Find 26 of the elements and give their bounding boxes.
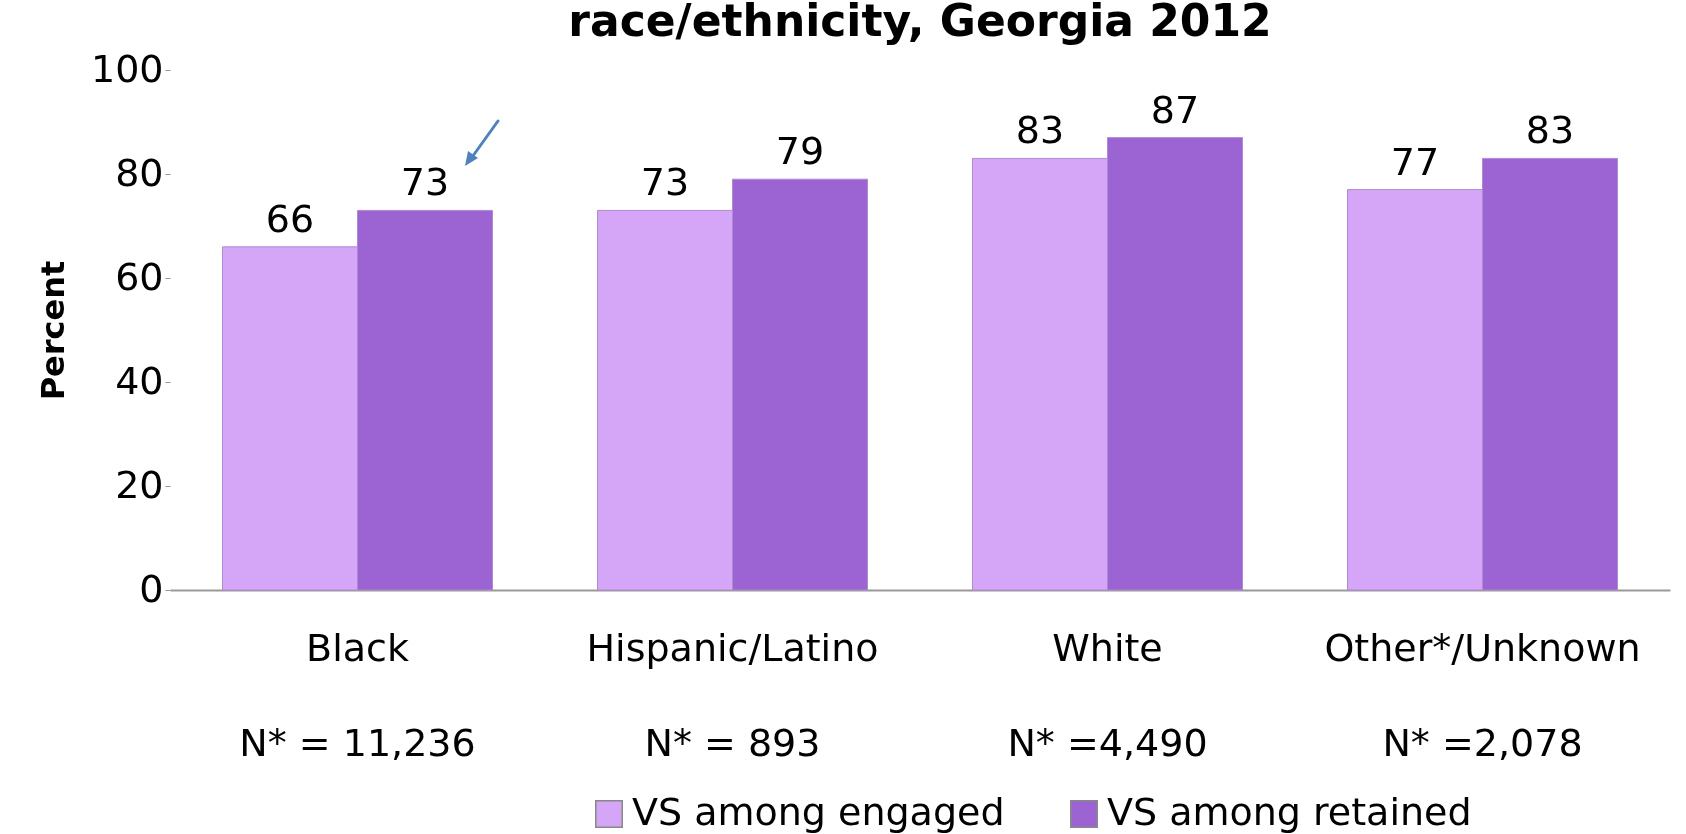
chart-title: race/ethnicity, Georgia 2012 (568, 0, 1272, 46)
text: N* = 11,236 (239, 721, 476, 765)
data-label: 73 (400, 160, 450, 205)
x-tick-label: White (1052, 625, 1163, 670)
data-label: 79 (775, 129, 825, 174)
data-label: 73 (640, 160, 690, 205)
y-tick-label: 80 (115, 150, 164, 195)
y-axis-title: Percent (33, 260, 72, 401)
y-tick-label: 40 (115, 358, 164, 403)
y-tick-label: 0 (139, 566, 164, 611)
text: N* =2,078 (1382, 721, 1583, 765)
data-label: 83 (1525, 108, 1575, 153)
legend-label: VS among engaged (632, 790, 1005, 834)
data-label: 77 (1390, 139, 1440, 184)
data-label: 66 (265, 196, 315, 241)
y-tick-label: 60 (115, 254, 164, 299)
y-tick-label: 100 (90, 46, 164, 91)
x-tick-label: Black (306, 625, 409, 670)
data-label: 83 (1015, 108, 1065, 153)
legend-label: VS among retained (1107, 790, 1472, 834)
x-tick-label: Other*/Unknown (1324, 625, 1641, 670)
x-tick-label: Hispanic/Latino (586, 625, 879, 670)
y-tick-label: 20 (115, 462, 164, 507)
text: N* =4,490 (1007, 721, 1208, 765)
data-label: 87 (1150, 87, 1200, 132)
text: N* = 893 (644, 721, 821, 765)
